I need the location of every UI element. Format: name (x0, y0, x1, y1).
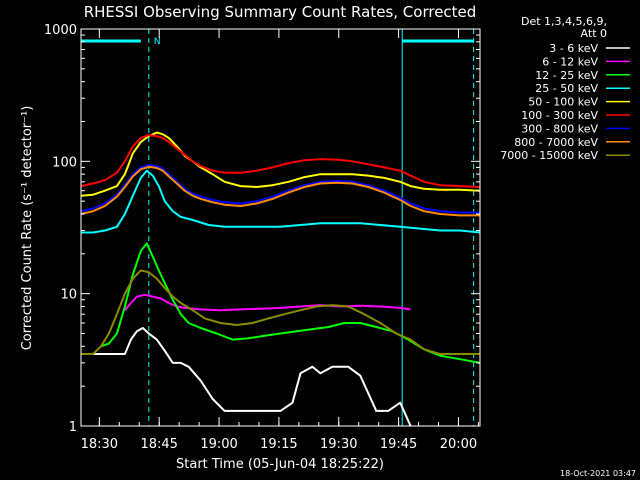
legend-header: Att 0 (581, 27, 607, 40)
legend-label: 3 - 6 keV (549, 42, 598, 55)
series-line-8 (81, 269, 480, 355)
plot-frame (80, 28, 481, 427)
series-line-4 (80, 131, 481, 197)
y-tick-label: 1 (69, 420, 77, 435)
timestamp: 18-Oct-2021 03:47 (560, 469, 636, 478)
axes: 18:30 18:45 19:00 19:15 19:30 19:45 20:00 1 10 10… (44, 23, 480, 452)
legend-label: 50 - 100 keV (528, 96, 598, 109)
y-tick-label: 1000 (44, 23, 77, 38)
legend-label: 12 - 25 keV (535, 69, 598, 82)
series-line-6 (80, 163, 480, 214)
saa-label: N (154, 37, 161, 47)
x-tick-label: 20:00 (440, 437, 477, 452)
series-line-5 (80, 134, 481, 188)
x-tick-label: 19:00 (200, 437, 237, 452)
legend-label: 25 - 50 keV (535, 82, 598, 95)
legend-label: 300 - 800 keV (521, 122, 598, 135)
data-series-group (80, 131, 481, 427)
series-line-7 (80, 165, 480, 217)
x-tick-label: 19:15 (260, 437, 297, 452)
series-line-0 (81, 327, 412, 427)
legend-label: 7000 - 15000 keV (500, 149, 598, 162)
legend-header: Det 1,3,4,5,6,9, (521, 15, 607, 28)
y-axis-label: Corrected Count Rate (s⁻¹ detector⁻¹) (20, 106, 35, 351)
x-tick-label: 18:45 (140, 437, 177, 452)
series-line-1 (124, 293, 411, 312)
x-tick-label: 19:30 (320, 437, 357, 452)
legend-label: 800 - 7000 keV (514, 136, 598, 149)
chart-title: RHESSI Observing Summary Count Rates, Co… (84, 3, 477, 21)
y-tick-label: 100 (52, 155, 77, 170)
x-axis-label: Start Time (05-Jun-04 18:25:22) (176, 457, 384, 472)
x-tick-label: 19:45 (380, 437, 417, 452)
legend-label: 100 - 300 keV (521, 109, 598, 122)
x-tick-label: 18:30 (81, 437, 118, 452)
series-line-3 (81, 169, 481, 234)
y-tick-label: 10 (60, 288, 77, 303)
legend-label: 6 - 12 keV (542, 55, 598, 68)
